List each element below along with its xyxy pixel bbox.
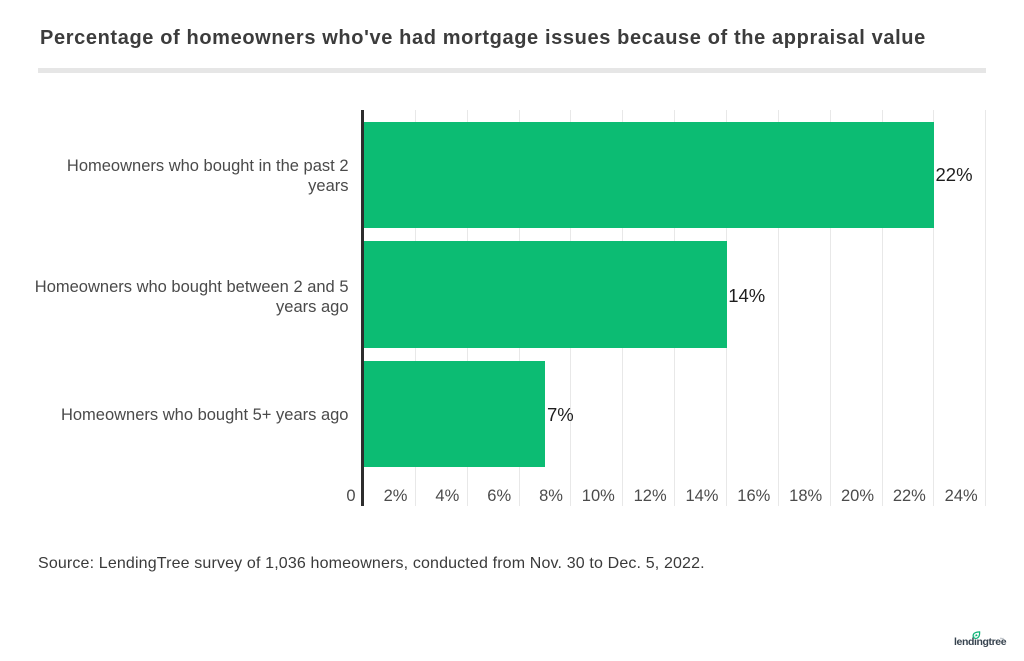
svg-text:™: ™	[1000, 637, 1004, 642]
svg-text:lendıngtree: lendıngtree	[954, 636, 1007, 648]
